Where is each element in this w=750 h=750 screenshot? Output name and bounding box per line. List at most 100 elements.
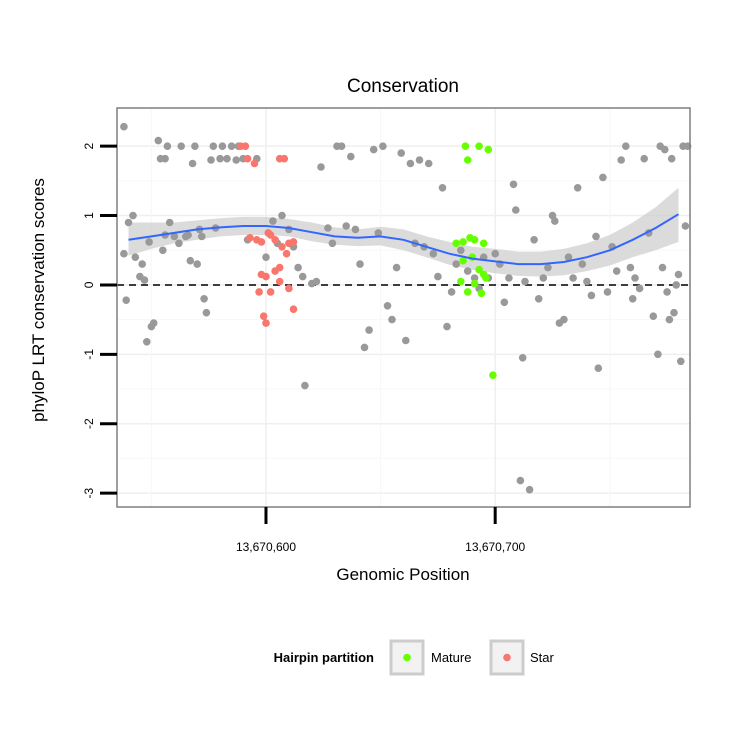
- confidence-band: [128, 187, 679, 277]
- point-other: [337, 142, 346, 150]
- legend-title: Hairpin partition: [274, 650, 374, 665]
- smooth-curve: [128, 213, 680, 266]
- point-other: [512, 206, 520, 214]
- point-other: [505, 274, 513, 282]
- point-other: [145, 238, 153, 246]
- point-other: [463, 267, 472, 275]
- point-mature: [479, 239, 488, 248]
- point-other: [379, 142, 387, 150]
- point-other: [640, 154, 648, 163]
- point-other: [312, 277, 321, 286]
- y-tick-label: 1: [82, 212, 96, 219]
- point-other: [369, 145, 378, 154]
- smooth-line: [128, 213, 680, 266]
- point-other: [120, 122, 128, 131]
- point-other: [457, 246, 465, 255]
- point-other: [677, 357, 685, 366]
- point-other: [351, 225, 360, 234]
- legend-swatch-star: [503, 653, 511, 662]
- point-other: [262, 253, 270, 261]
- point-other: [216, 154, 224, 163]
- point-other: [388, 315, 396, 324]
- point-mature: [477, 289, 486, 298]
- x-tick-label: 13,670,700: [465, 540, 525, 554]
- point-other: [360, 343, 369, 352]
- point-star: [282, 249, 291, 258]
- point-star: [289, 238, 298, 246]
- point-other: [328, 239, 337, 248]
- y-tick-label: 2: [82, 143, 96, 150]
- point-other: [223, 154, 231, 163]
- plot-border: [116, 107, 691, 508]
- point-mature: [459, 256, 467, 265]
- point-other: [560, 315, 568, 324]
- point-star: [275, 263, 284, 272]
- point-other: [177, 142, 185, 150]
- point-star: [262, 272, 270, 281]
- point-other: [500, 298, 509, 307]
- point-other: [193, 260, 201, 268]
- point-other: [578, 260, 587, 268]
- point-other: [227, 142, 236, 150]
- point-other: [143, 338, 151, 346]
- point-other: [269, 217, 277, 225]
- point-other: [131, 253, 140, 261]
- point-other: [551, 217, 559, 225]
- point-star: [278, 243, 286, 251]
- point-other: [342, 222, 351, 230]
- point-mature: [470, 236, 479, 244]
- point-other: [518, 354, 527, 362]
- point-star: [259, 312, 268, 321]
- point-other: [200, 295, 208, 303]
- point-other: [603, 288, 612, 296]
- point-other: [674, 270, 683, 279]
- point-other: [672, 281, 680, 289]
- point-other: [402, 336, 410, 345]
- point-other: [202, 308, 211, 317]
- point-other: [191, 142, 199, 150]
- point-other: [301, 381, 309, 390]
- point-other: [129, 211, 137, 220]
- point-other: [163, 142, 172, 150]
- point-other: [525, 485, 534, 494]
- point-other: [564, 253, 573, 261]
- point-other: [452, 260, 461, 268]
- point-other: [447, 288, 456, 296]
- point-other: [626, 263, 635, 272]
- point-other: [443, 322, 451, 331]
- point-other: [149, 319, 158, 327]
- point-mature: [484, 145, 493, 154]
- point-mature: [463, 288, 472, 296]
- point-star: [243, 154, 252, 163]
- y-axis: -3 -2 -1 0 1 2: [82, 143, 117, 498]
- point-other: [140, 276, 149, 284]
- point-other: [544, 263, 552, 272]
- point-other: [298, 272, 307, 281]
- point-other: [665, 315, 674, 324]
- point-other: [406, 159, 415, 168]
- point-other: [122, 296, 130, 305]
- point-other: [631, 274, 639, 282]
- legend-label-mature: Mature: [431, 650, 471, 665]
- point-other: [175, 239, 183, 248]
- point-other: [154, 136, 163, 145]
- point-mature: [475, 265, 483, 274]
- point-other: [628, 295, 637, 303]
- point-other: [539, 274, 548, 282]
- point-other: [209, 142, 218, 150]
- point-other: [218, 142, 227, 150]
- point-other: [161, 154, 169, 163]
- point-star: [266, 231, 275, 239]
- point-other: [569, 274, 577, 282]
- point-other: [654, 350, 662, 359]
- y-axis-title: phyloP LRT conservation scores: [29, 178, 48, 422]
- point-other: [573, 184, 582, 192]
- point-star: [280, 154, 289, 163]
- plot-panel: [117, 108, 690, 507]
- chart-title: Conservation: [347, 76, 459, 97]
- point-mature: [489, 371, 497, 380]
- point-star: [262, 319, 270, 327]
- point-other: [663, 288, 671, 296]
- point-other: [599, 173, 607, 182]
- point-other: [434, 272, 442, 281]
